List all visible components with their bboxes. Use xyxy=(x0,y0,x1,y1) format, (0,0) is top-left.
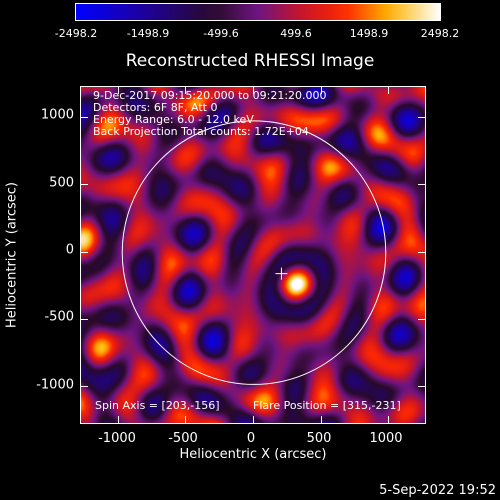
axis-tick-mark xyxy=(185,86,187,94)
plot-overlay xyxy=(121,120,387,385)
colorbar-tick-label: -1498.9 xyxy=(126,27,170,40)
axis-tick-mark xyxy=(418,116,426,118)
y-tick-label: 1000 xyxy=(40,107,74,123)
x-tick-label: 500 xyxy=(306,431,332,446)
y-tick-label: 500 xyxy=(49,175,74,191)
method-counts-label: Back Projection Total counts: 1.72E+04 xyxy=(93,125,309,138)
axis-tick-mark xyxy=(388,86,390,94)
spin-axis-label: Spin Axis = [203,-156] xyxy=(95,399,220,412)
plot-title: Reconstructed RHESSI Image xyxy=(125,51,375,71)
axis-tick-mark xyxy=(253,86,254,94)
reconstructed-image xyxy=(81,87,425,423)
axis-tick-mark xyxy=(418,386,426,388)
spin-axis-crosshair-icon xyxy=(275,267,288,280)
axis-tick-mark xyxy=(80,184,88,186)
y-axis-title: Heliocentric Y (arcsec) xyxy=(4,182,20,328)
x-axis-title: Heliocentric X (arcsec) xyxy=(179,447,327,462)
axis-tick-mark xyxy=(80,116,88,118)
axis-tick-mark xyxy=(418,184,426,186)
date-stamp: 5-Sep-2022 19:52 xyxy=(379,483,496,498)
rhessi-image-plot: 9-Dec-2017 09:15:20.000 to 09:21:20.000 … xyxy=(80,86,426,424)
axis-tick-mark xyxy=(418,318,426,320)
axis-tick-mark xyxy=(320,86,322,94)
axis-tick-mark xyxy=(320,416,322,424)
y-tick-label: -1000 xyxy=(36,377,74,393)
colorbar-tick-label: 1498.9 xyxy=(349,27,389,40)
axis-tick-mark xyxy=(117,86,119,94)
flare-position-label: Flare Position = [315,-231] xyxy=(253,399,401,412)
energy-range-label: Energy Range: 6.0 - 12.0 keV xyxy=(93,113,254,126)
axis-tick-mark xyxy=(80,318,88,320)
x-tick-label: -500 xyxy=(168,431,198,446)
colorbar-tick-label: -499.6 xyxy=(203,27,239,40)
colorbar-tick-label: 2498.2 xyxy=(420,27,460,40)
axis-tick-mark xyxy=(253,416,254,424)
axis-tick-mark xyxy=(80,251,88,253)
axis-tick-mark xyxy=(388,416,390,424)
x-tick-label: 0 xyxy=(246,431,256,446)
axis-tick-mark xyxy=(80,386,88,388)
axis-tick-mark xyxy=(117,416,119,424)
colorbar xyxy=(75,3,441,21)
colorbar-tick-label: 499.6 xyxy=(280,27,312,40)
time-range-label: 9-Dec-2017 09:15:20.000 to 09:21:20.000 xyxy=(93,89,327,102)
colorbar-tick-label: -2498.2 xyxy=(54,27,98,40)
axis-tick-mark xyxy=(185,416,187,424)
solar-limb-circle xyxy=(121,120,387,385)
y-tick-label: 0 xyxy=(65,242,74,258)
detectors-label: Detectors: 6F 8F, Att 0 xyxy=(93,101,218,114)
x-tick-label: -1000 xyxy=(98,431,136,446)
axis-tick-mark xyxy=(418,251,426,253)
y-tick-label: -500 xyxy=(44,309,74,325)
x-tick-label: 1000 xyxy=(369,431,403,446)
